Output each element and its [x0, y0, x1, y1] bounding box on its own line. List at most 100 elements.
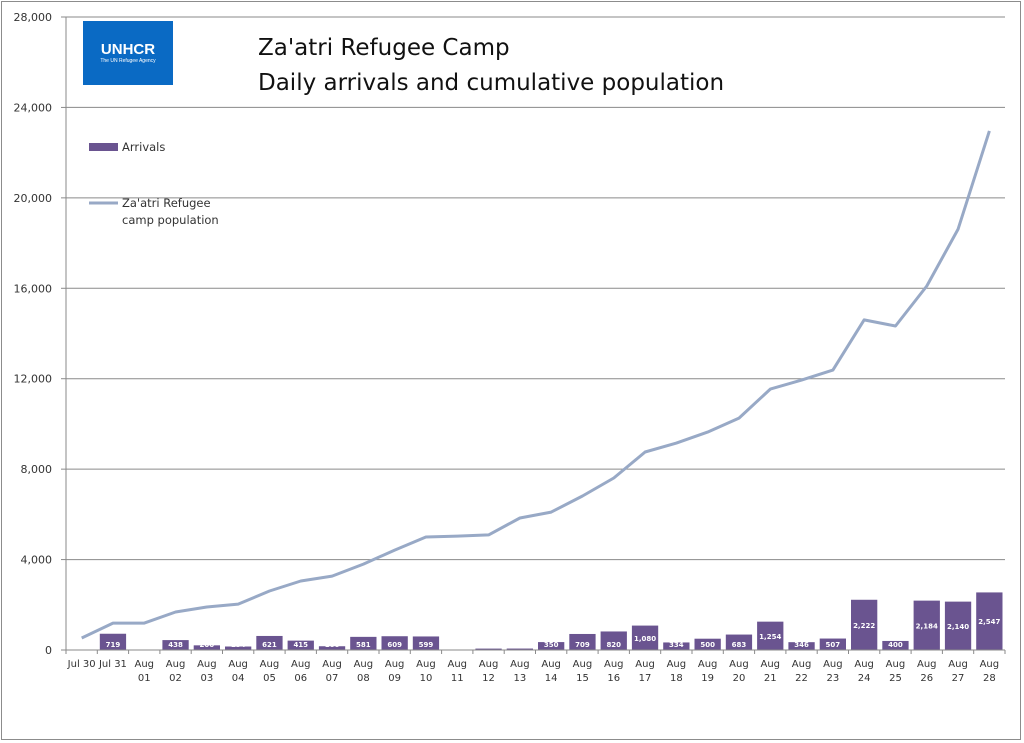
bar-arrivals [819, 638, 846, 650]
y-tick-label: 16,000 [14, 282, 53, 295]
bar-data-label: 415 [293, 641, 308, 649]
bar-data-label: 599 [419, 641, 434, 649]
bar-arrivals [788, 642, 815, 650]
x-tick-label: Aug [573, 659, 593, 670]
y-tick-label: 8,000 [21, 463, 53, 476]
bar-arrivals [287, 640, 314, 650]
bar-data-label: 507 [826, 641, 841, 649]
x-tick-label: Aug [260, 659, 280, 670]
x-tick-label: 17 [639, 673, 652, 684]
x-tick-label: Aug [197, 659, 217, 670]
x-tick-label: Aug [886, 659, 906, 670]
bar-data-label: 719 [106, 641, 121, 649]
x-tick-label: 06 [294, 673, 307, 684]
x-tick-label: Aug [729, 659, 749, 670]
y-tick-label: 0 [45, 644, 52, 657]
legend-swatch-arrivals [89, 143, 118, 151]
x-tick-label: 22 [795, 673, 808, 684]
bar-arrivals [99, 633, 127, 650]
bar-arrivals [913, 600, 940, 650]
bar-data-labels: 719 438 206 154 621 415 166 581 609 599 350 709 820 1… [106, 618, 1001, 649]
x-tick-label: Aug [917, 659, 937, 670]
arrivals-bars [99, 592, 1003, 650]
x-tick-label: 01 [138, 673, 151, 684]
x-tick-label: 03 [200, 673, 213, 684]
x-axis: Jul 30 Jul 31 Aug 01 Aug 02 Aug 03 Aug 04 Aug 05 Aug… [65, 649, 1006, 684]
x-tick-label: 19 [701, 673, 714, 684]
x-tick-label: 21 [764, 673, 777, 684]
bar-data-label: 820 [606, 641, 621, 649]
bar-arrivals [882, 640, 909, 650]
bar-arrivals [256, 635, 283, 650]
x-tick-label: 10 [420, 673, 433, 684]
x-tick-label: Aug [980, 659, 1000, 670]
unhcr-logo: UNHCR The UN Refugee Agency [83, 21, 173, 85]
bar-arrivals [225, 646, 252, 650]
bar-arrivals [851, 599, 878, 650]
x-tick-label: Aug [134, 659, 154, 670]
bar-arrivals [757, 621, 784, 650]
x-tick-label: Jul 30 [67, 659, 96, 670]
x-tick-label: Aug [792, 659, 812, 670]
bar-data-label: 2,222 [853, 622, 875, 630]
x-tick-label: 26 [920, 673, 933, 684]
legend-label-population-2: camp population [122, 213, 219, 227]
bar-data-label: 621 [262, 641, 277, 649]
y-tick-label: 12,000 [14, 373, 53, 386]
bar-arrivals [694, 638, 721, 650]
x-tick-label: Aug [760, 659, 780, 670]
x-tick-label: 07 [326, 673, 339, 684]
bar-data-label: 2,547 [978, 618, 1000, 626]
bar-arrivals [412, 636, 440, 650]
x-tick-label: 16 [607, 673, 620, 684]
bar-arrivals [193, 645, 220, 650]
x-tick-label: Aug [510, 659, 530, 670]
bar-data-label: 346 [794, 641, 809, 649]
x-tick-label: 27 [952, 673, 965, 684]
bar-data-label: 1,080 [634, 635, 656, 643]
x-tick-label: 05 [263, 673, 276, 684]
bar-arrivals [944, 601, 972, 650]
bar-arrivals [350, 636, 377, 650]
x-tick-label: Aug [322, 659, 342, 670]
x-tick-label: Aug [667, 659, 687, 670]
logo-tagline: The UN Refugee Agency [100, 58, 156, 64]
x-tick-label: Aug [291, 659, 311, 670]
x-tick-label: 09 [388, 673, 401, 684]
x-tick-label: 20 [733, 673, 746, 684]
x-tick-label: 04 [232, 673, 245, 684]
population-line-group [81, 130, 991, 640]
x-tick-label: Aug [479, 659, 499, 670]
x-tick-label: 23 [826, 673, 839, 684]
x-tick-label: Aug [447, 659, 467, 670]
bar-data-label: 500 [700, 641, 715, 649]
bar-arrivals [600, 631, 627, 650]
bar-data-label: 683 [732, 641, 747, 649]
x-tick-label: Aug [635, 659, 655, 670]
bar-data-label: 334 [669, 641, 684, 649]
x-tick-label: Aug [541, 659, 561, 670]
bar-data-label: 609 [387, 641, 402, 649]
bar-data-label: 709 [575, 641, 590, 649]
x-tick-label: 12 [482, 673, 495, 684]
bar-arrivals [538, 642, 565, 650]
bar-data-label: 400 [888, 641, 903, 649]
x-tick-label: 25 [889, 673, 902, 684]
bar-data-label: 154 [231, 641, 246, 649]
bar-arrivals [318, 646, 346, 650]
y-tick-label: 28,000 [14, 11, 53, 24]
bar-arrivals [162, 640, 189, 650]
bar-data-label: 1,254 [759, 633, 781, 641]
x-tick-label: Aug [385, 659, 405, 670]
bar-data-label: 438 [168, 641, 183, 649]
bar-arrivals [976, 592, 1003, 650]
x-tick-label: Aug [416, 659, 436, 670]
bar-arrivals [631, 625, 659, 650]
chart-title: Za'atri Refugee Camp [258, 35, 510, 61]
x-tick-label: Jul 31 [98, 659, 127, 670]
y-axis: 0 4,000 8,000 12,000 16,000 20,000 24,000 28,00… [14, 11, 67, 657]
legend: Arrivals Za'atri Refugee camp population [89, 140, 219, 227]
x-tick-label: 02 [169, 673, 182, 684]
